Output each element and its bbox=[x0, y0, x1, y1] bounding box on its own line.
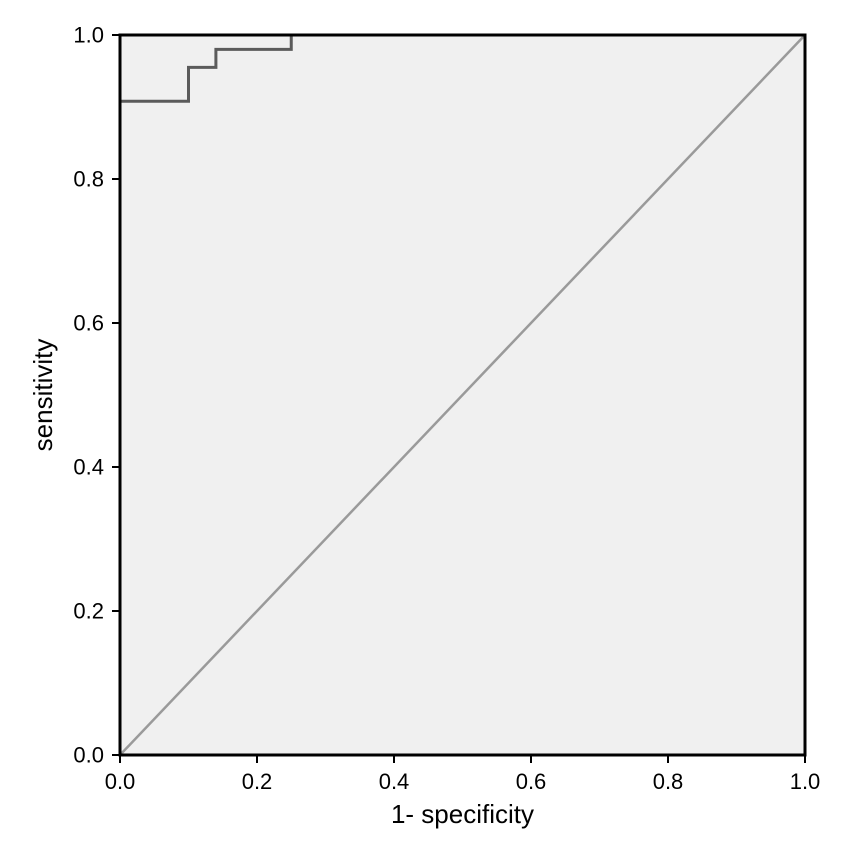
y-axis-title: sensitivity bbox=[28, 339, 58, 452]
roc-chart: 0.0 0.2 0.4 0.6 0.8 1.0 0.0 0.2 0.4 0.6 0.8 1.0 1- s… bbox=[0, 0, 855, 860]
x-axis-title: 1- specificity bbox=[391, 799, 534, 829]
y-tick-label: 0.2 bbox=[73, 599, 104, 624]
y-tick-label: 0.8 bbox=[73, 167, 104, 192]
y-tick-label: 1.0 bbox=[73, 23, 104, 48]
y-tick-label: 0.4 bbox=[73, 455, 104, 480]
y-tick-label: 0.0 bbox=[73, 743, 104, 768]
x-tick-label: 0.0 bbox=[105, 769, 136, 794]
x-tick-label: 0.4 bbox=[379, 769, 410, 794]
roc-chart-svg: 0.0 0.2 0.4 0.6 0.8 1.0 0.0 0.2 0.4 0.6 0.8 1.0 1- s… bbox=[0, 0, 855, 860]
x-tick-label: 1.0 bbox=[790, 769, 821, 794]
x-tick-label: 0.8 bbox=[653, 769, 684, 794]
x-tick-label: 0.6 bbox=[516, 769, 547, 794]
x-tick-label: 0.2 bbox=[242, 769, 273, 794]
y-tick-label: 0.6 bbox=[73, 311, 104, 336]
